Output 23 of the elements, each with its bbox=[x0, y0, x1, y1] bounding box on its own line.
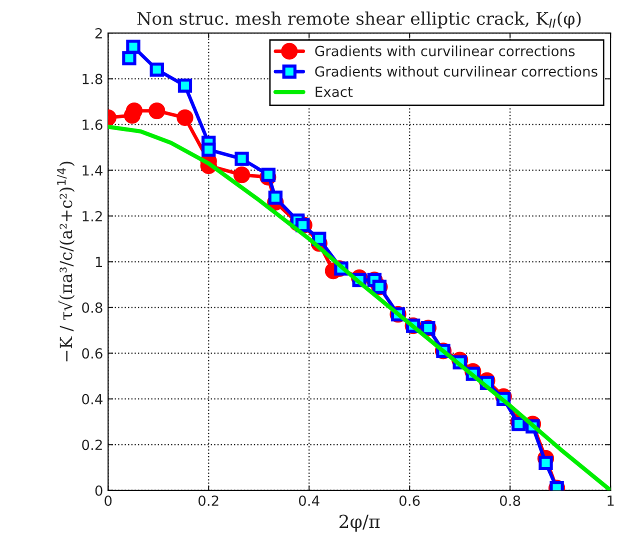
y-tick-label: 0.6 bbox=[82, 348, 102, 359]
x-axis-title: 2φ/π bbox=[340, 514, 380, 532]
y-tick-label: 1.4 bbox=[82, 165, 102, 176]
legend-label: Gradients with curvilinear corrections bbox=[315, 46, 575, 56]
legend-label: Exact bbox=[316, 86, 353, 98]
y-tick-label: 0.2 bbox=[82, 440, 102, 450]
y-tick-label: 1.6 bbox=[82, 119, 102, 130]
x-tick-label: 0.8 bbox=[500, 495, 520, 506]
y-tick-label: 1.8 bbox=[82, 74, 102, 84]
x-tick-label: 0.6 bbox=[399, 495, 420, 506]
y-tick-label: 0.8 bbox=[82, 302, 102, 313]
x-tick-label: 0.4 bbox=[298, 495, 320, 506]
legend-label: Gradients without curvilinear corrections bbox=[315, 66, 598, 77]
y-tick-label: 2 bbox=[95, 28, 102, 38]
chart-title: Non struc. mesh remote shear elliptic crack, K$_{II}$(φ) bbox=[137, 12, 581, 28]
x-tick-label: 1 bbox=[608, 496, 614, 506]
y-tick-label: 1.2 bbox=[82, 210, 102, 222]
y-tick-label: 0.4 bbox=[82, 394, 102, 404]
x-tick-label: 0.2 bbox=[198, 495, 218, 506]
y-tick-label: 1 bbox=[96, 256, 102, 267]
y-axis-title: −K / τ√(πa³/c/(a²+c²)$^{1/4}$) bbox=[57, 162, 75, 362]
x-tick-label: 0 bbox=[104, 495, 112, 506]
y-tick-label: 0 bbox=[95, 485, 102, 496]
